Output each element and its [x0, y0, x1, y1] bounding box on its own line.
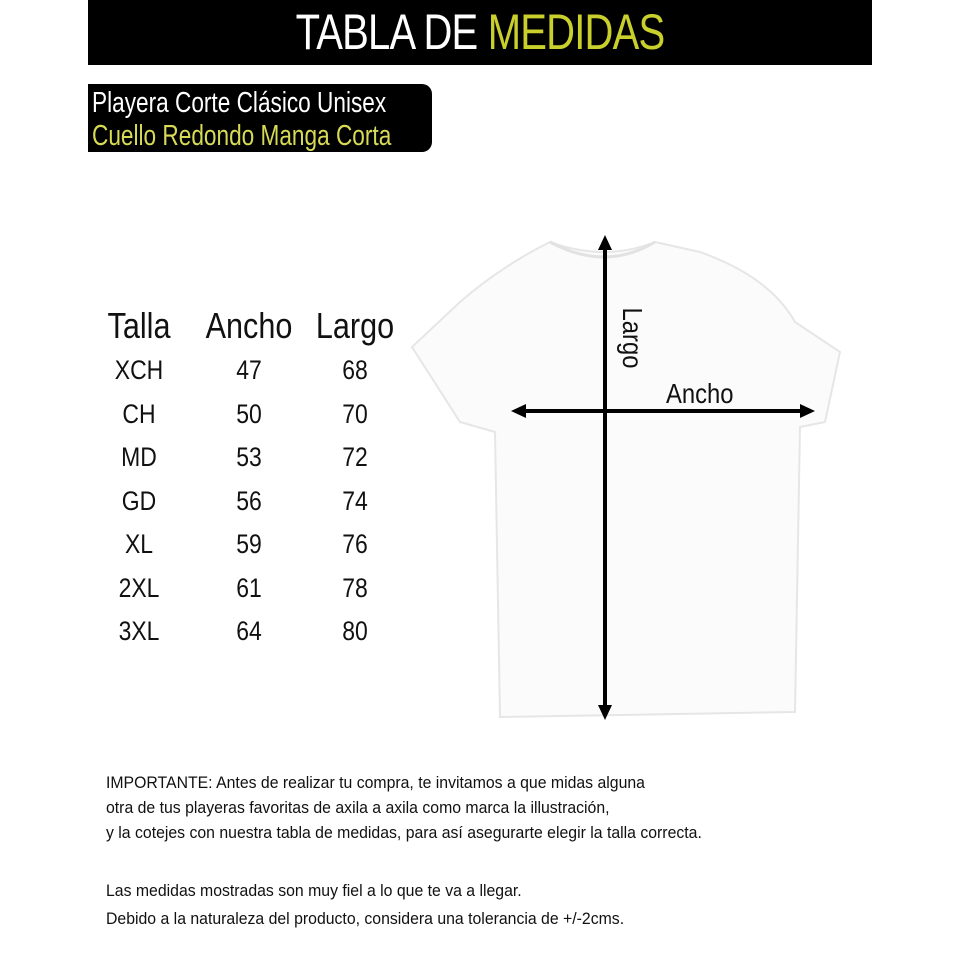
note-line: y la cotejes con nuestra tabla de medida… [106, 823, 702, 842]
width-cell: 53 [236, 442, 262, 472]
width-cell: 59 [236, 529, 262, 559]
width-cell: 56 [236, 485, 262, 516]
tshirt-diagram [410, 235, 842, 720]
width-cell: 50 [236, 398, 262, 429]
width-cell: 64 [236, 616, 262, 646]
note-line: IMPORTANTE: Antes de realizar tu compra,… [106, 773, 645, 792]
size-cell: CH [122, 398, 156, 429]
length-cell: 76 [342, 529, 368, 559]
note-line: Las medidas mostradas son muy fiel a lo … [106, 881, 522, 900]
arrow-head-bottom [598, 705, 612, 720]
length-cell: 78 [342, 572, 368, 603]
note-line: otra de tus playeras favoritas de axila … [106, 798, 610, 817]
size-cell: 2XL [118, 572, 160, 603]
length-cell: 74 [342, 485, 368, 516]
arrow-head-right [800, 404, 815, 418]
title-banner: TABLA DE MEDIDAS [88, 0, 872, 65]
note-line: Debido a la naturaleza del producto, con… [106, 909, 625, 928]
page-title: TABLA DE MEDIDAS [295, 4, 666, 60]
arrow-head-top [598, 235, 612, 250]
product-label: Playera Corte Clásico Unisex Cuello Redo… [88, 84, 432, 152]
size-cell: XCH [114, 355, 164, 385]
size-cell: 3XL [118, 616, 160, 646]
width-cell: 61 [236, 572, 262, 603]
size-cell: GD [121, 485, 157, 516]
length-cell: 80 [342, 616, 368, 646]
largo-label: Largo [616, 307, 648, 369]
header-ancho: Ancho [205, 305, 293, 346]
length-cell: 72 [342, 442, 368, 472]
header-largo: Largo [315, 305, 395, 346]
header-talla: Talla [107, 305, 171, 346]
width-cell: 47 [236, 355, 262, 385]
length-cell: 68 [342, 355, 368, 385]
product-style: Cuello Redondo Manga Corta [92, 120, 392, 152]
size-cell: XL [124, 529, 154, 559]
ancho-label: Ancho [665, 378, 734, 409]
product-name: Playera Corte Clásico Unisex [92, 87, 387, 119]
arrow-head-left [511, 404, 526, 418]
size-cell: MD [121, 442, 157, 472]
tshirt-shape [410, 240, 842, 719]
length-cell: 70 [342, 398, 368, 429]
